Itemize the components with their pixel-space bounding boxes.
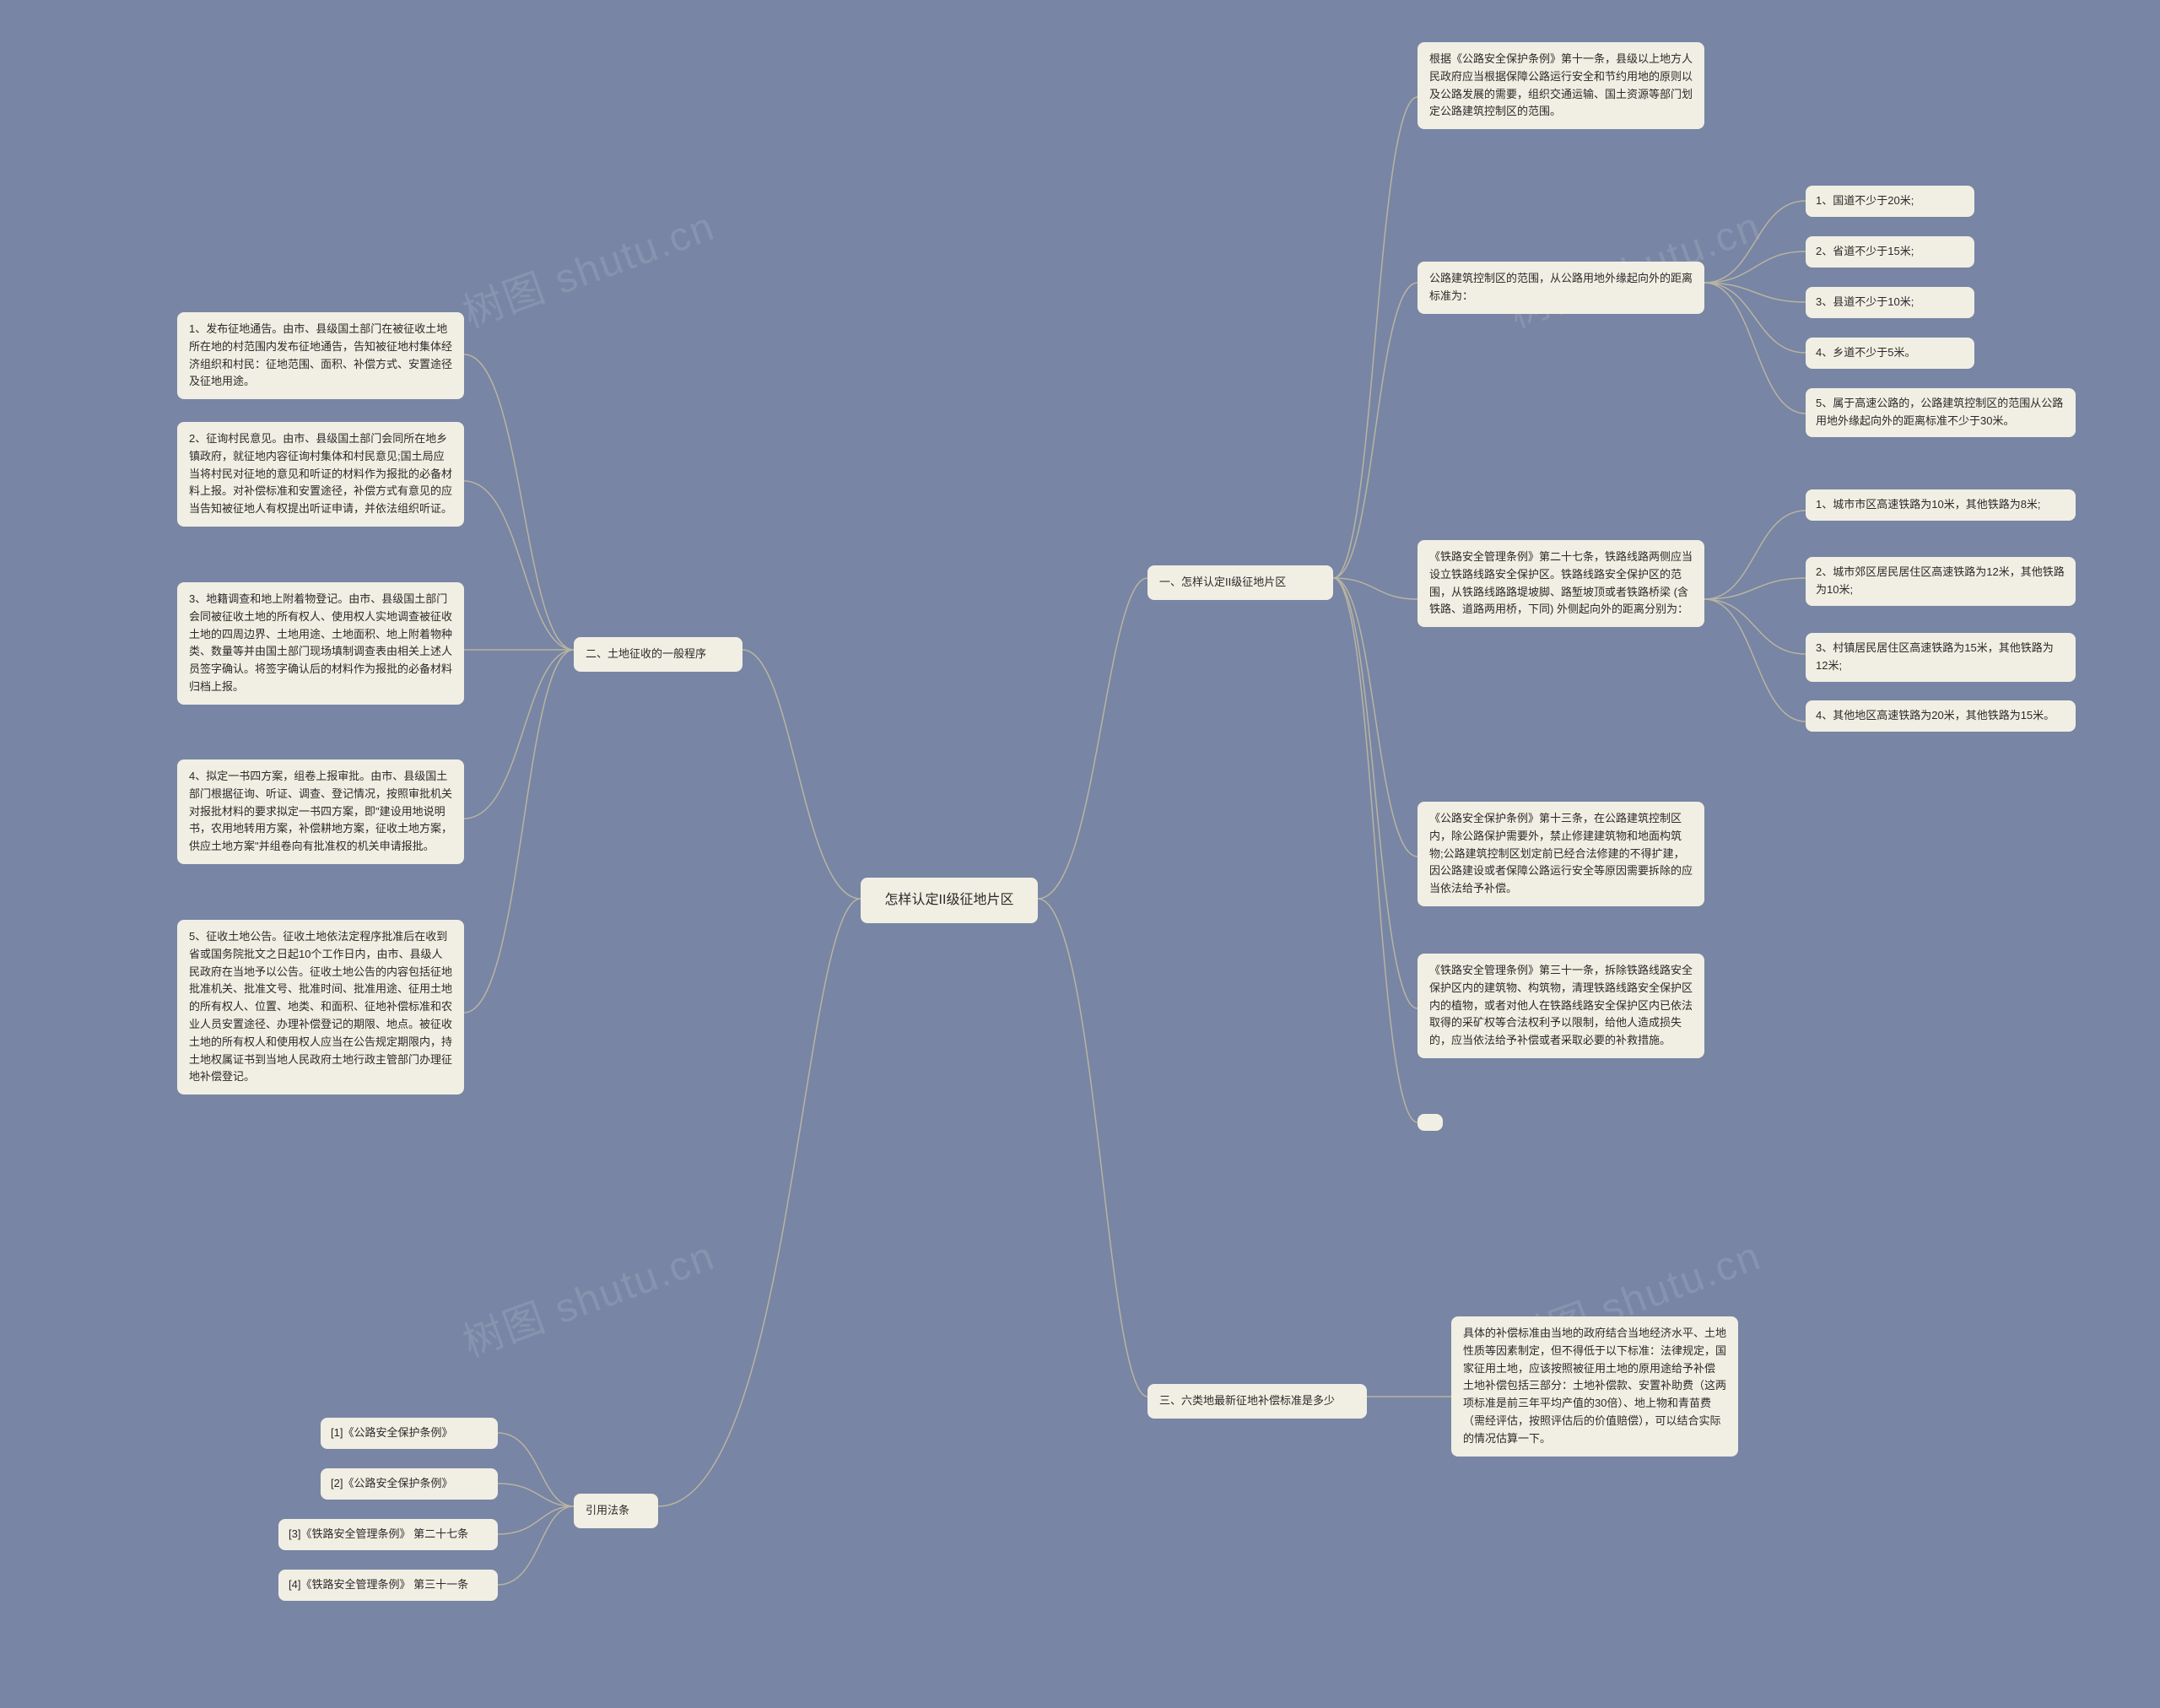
text: [2]《公路安全保护条例》	[331, 1477, 452, 1489]
text: 1、发布征地通告。由市、县级国土部门在被征收土地所在地的村范围内发布征地通告，告…	[189, 322, 452, 387]
section3-title-text: 三、六类地最新征地补偿标准是多少	[1159, 1394, 1335, 1407]
section2-title: 二、土地征收的一般程序	[574, 637, 742, 672]
section1-item3-sub1: 1、城市市区高速铁路为10米，其他铁路为8米;	[1806, 489, 2076, 521]
section1-item2-text: 公路建筑控制区的范围，从公路用地外缘起向外的距离标准为：	[1429, 272, 1693, 302]
section1-item4: 《公路安全保护条例》第十三条，在公路建筑控制区内，除公路保护需要外，禁止修建建筑…	[1418, 802, 1704, 906]
refs-r4: [4]《铁路安全管理条例》 第三十一条	[278, 1570, 498, 1601]
text: [3]《铁路安全管理条例》 第二十七条	[289, 1527, 468, 1540]
refs-r1: [1]《公路安全保护条例》	[321, 1418, 498, 1449]
text: 3、村镇居民居住区高速铁路为15米，其他铁路为12米;	[1816, 641, 2054, 672]
section3-text-content: 具体的补偿标准由当地的政府结合当地经济水平、土地性质等因素制定，但不得低于以下标…	[1463, 1327, 1726, 1445]
section1-item3-sub2: 2、城市郊区居民居住区高速铁路为12米，其他铁路为10米;	[1806, 557, 2076, 606]
text: 1、国道不少于20米;	[1816, 194, 1914, 207]
section1-item2-sub3: 3、县道不少于10米;	[1806, 287, 1974, 318]
section1-item3-sub3: 3、村镇居民居住区高速铁路为15米，其他铁路为12米;	[1806, 633, 2076, 682]
section2-title-text: 二、土地征收的一般程序	[586, 647, 706, 660]
text: 4、其他地区高速铁路为20米，其他铁路为15米。	[1816, 709, 2055, 722]
text: 3、地籍调查和地上附着物登记。由市、县级国土部门会同被征收土地的所有权人、使用权…	[189, 592, 452, 693]
section1-item2-sub4: 4、乡道不少于5米。	[1806, 338, 1974, 369]
refs-title-text: 引用法条	[586, 1504, 629, 1516]
section1-item1: 根据《公路安全保护条例》第十一条，县级以上地方人民政府应当根据保障公路运行安全和…	[1418, 42, 1704, 129]
text: 2、征询村民意见。由市、县级国土部门会同所在地乡镇政府，就征地内容征询村集体和村…	[189, 432, 452, 515]
section2-item3: 3、地籍调查和地上附着物登记。由市、县级国土部门会同被征收土地的所有权人、使用权…	[177, 582, 464, 705]
section3-text: 具体的补偿标准由当地的政府结合当地经济水平、土地性质等因素制定，但不得低于以下标…	[1451, 1316, 1738, 1457]
section1-title: 一、怎样认定II级征地片区	[1148, 565, 1333, 600]
text: 3、县道不少于10米;	[1816, 295, 1914, 308]
text: 2、省道不少于15米;	[1816, 245, 1914, 257]
section2-item2: 2、征询村民意见。由市、县级国土部门会同所在地乡镇政府，就征地内容征询村集体和村…	[177, 422, 464, 527]
text: 1、城市市区高速铁路为10米，其他铁路为8米;	[1816, 498, 2041, 511]
text: 5、征收土地公告。征收土地依法定程序批准后在收到省或国务院批文之日起10个工作日…	[189, 930, 452, 1083]
text: 5、属于高速公路的，公路建筑控制区的范围从公路用地外缘起向外的距离标准不少于30…	[1816, 397, 2063, 427]
section1-item2-sub2: 2、省道不少于15米;	[1806, 236, 1974, 268]
section1-item2-sub1: 1、国道不少于20米;	[1806, 186, 1974, 217]
root-label: 怎样认定II级征地片区	[885, 893, 1014, 907]
section1-item2: 公路建筑控制区的范围，从公路用地外缘起向外的距离标准为：	[1418, 262, 1704, 314]
section1-item3-sub4: 4、其他地区高速铁路为20米，其他铁路为15米。	[1806, 700, 2076, 732]
section1-item1-text: 根据《公路安全保护条例》第十一条，县级以上地方人民政府应当根据保障公路运行安全和…	[1429, 52, 1693, 117]
section1-item3-text: 《铁路安全管理条例》第二十七条，铁路线路两侧应当设立铁路线路安全保护区。铁路线路…	[1429, 550, 1693, 615]
text: 4、乡道不少于5米。	[1816, 346, 1915, 359]
text: [1]《公路安全保护条例》	[331, 1426, 452, 1439]
section1-item3: 《铁路安全管理条例》第二十七条，铁路线路两侧应当设立铁路线路安全保护区。铁路线路…	[1418, 540, 1704, 627]
section1-item5-text: 《铁路安全管理条例》第三十一条，拆除铁路线路安全保护区内的建筑物、构筑物，清理铁…	[1429, 964, 1693, 1046]
section2-item1: 1、发布征地通告。由市、县级国土部门在被征收土地所在地的村范围内发布征地通告，告…	[177, 312, 464, 399]
text: 2、城市郊区居民居住区高速铁路为12米，其他铁路为10米;	[1816, 565, 2065, 596]
refs-title: 引用法条	[574, 1494, 658, 1528]
section2-item5: 5、征收土地公告。征收土地依法定程序批准后在收到省或国务院批文之日起10个工作日…	[177, 920, 464, 1095]
text: 4、拟定一书四方案，组卷上报审批。由市、县级国土部门根据征询、听证、调查、登记情…	[189, 770, 452, 852]
section2-item4: 4、拟定一书四方案，组卷上报审批。由市、县级国土部门根据征询、听证、调查、登记情…	[177, 759, 464, 864]
root-node: 怎样认定II级征地片区	[861, 878, 1038, 923]
section1-item5: 《铁路安全管理条例》第三十一条，拆除铁路线路安全保护区内的建筑物、构筑物，清理铁…	[1418, 954, 1704, 1058]
section3-title: 三、六类地最新征地补偿标准是多少	[1148, 1384, 1367, 1419]
refs-r3: [3]《铁路安全管理条例》 第二十七条	[278, 1519, 498, 1550]
section1-item6-empty	[1418, 1114, 1443, 1131]
section1-item4-text: 《公路安全保护条例》第十三条，在公路建筑控制区内，除公路保护需要外，禁止修建建筑…	[1429, 812, 1693, 895]
refs-r2: [2]《公路安全保护条例》	[321, 1468, 498, 1500]
text: [4]《铁路安全管理条例》 第三十一条	[289, 1578, 468, 1591]
section1-title-text: 一、怎样认定II级征地片区	[1159, 576, 1286, 588]
section1-item2-sub5: 5、属于高速公路的，公路建筑控制区的范围从公路用地外缘起向外的距离标准不少于30…	[1806, 388, 2076, 437]
